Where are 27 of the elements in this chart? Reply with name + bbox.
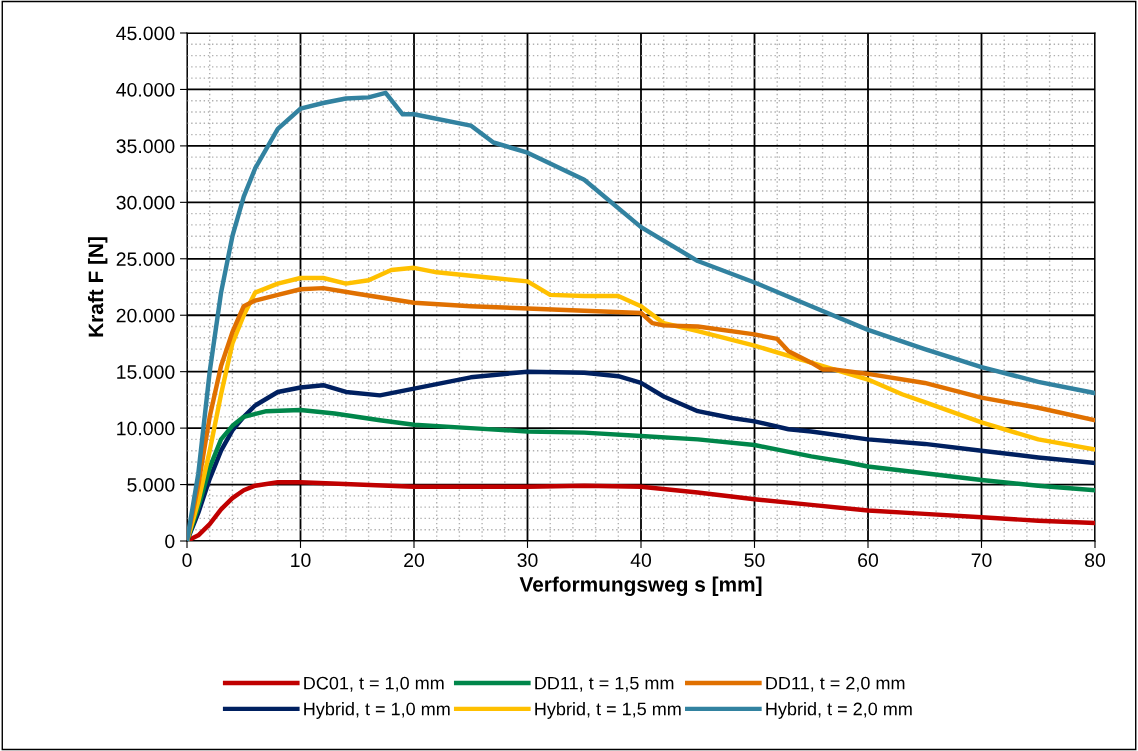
x-tick-label: 50 (744, 553, 765, 568)
x-tick-label: 40 (630, 553, 652, 568)
y-tick-label: 10.000 (117, 421, 175, 436)
x-tick-label: 60 (858, 553, 879, 568)
legend-label: DD11, t = 1,5 mm (535, 676, 674, 692)
x-tick-label: 20 (404, 553, 425, 568)
x-tick-label: 30 (517, 553, 538, 568)
legend-label: DD11, t = 2,0 mm (766, 676, 905, 692)
y-tick-label: 35.000 (116, 139, 175, 154)
x-axis-title: Verformungsweg s [mm] (519, 576, 762, 596)
y-tick-label: 5.000 (127, 478, 175, 492)
legend-label: Hybrid, t = 2,0 mm (766, 702, 912, 719)
y-tick-label: 25.000 (116, 252, 175, 267)
legend-label: DC01, t = 1,0 mm (304, 676, 444, 692)
y-tick-label: 15.000 (117, 365, 175, 379)
y-tick-label: 30.000 (116, 195, 175, 210)
x-tick-label: 80 (1085, 553, 1106, 568)
x-tick-label: 10 (291, 553, 311, 568)
legend-label: Hybrid, t = 1,5 mm (535, 702, 681, 719)
x-tick-label: 70 (971, 553, 992, 568)
y-tick-label: 40.000 (116, 82, 175, 97)
y-tick-label: 45.000 (116, 26, 175, 41)
x-tick-label: 0 (182, 553, 192, 568)
y-axis-title: Kraft F [N] (87, 237, 108, 337)
y-tick-label: 20.000 (116, 308, 175, 323)
legend-label: Hybrid, t = 1,0 mm (304, 702, 450, 719)
y-tick-label: 0 (165, 534, 175, 549)
